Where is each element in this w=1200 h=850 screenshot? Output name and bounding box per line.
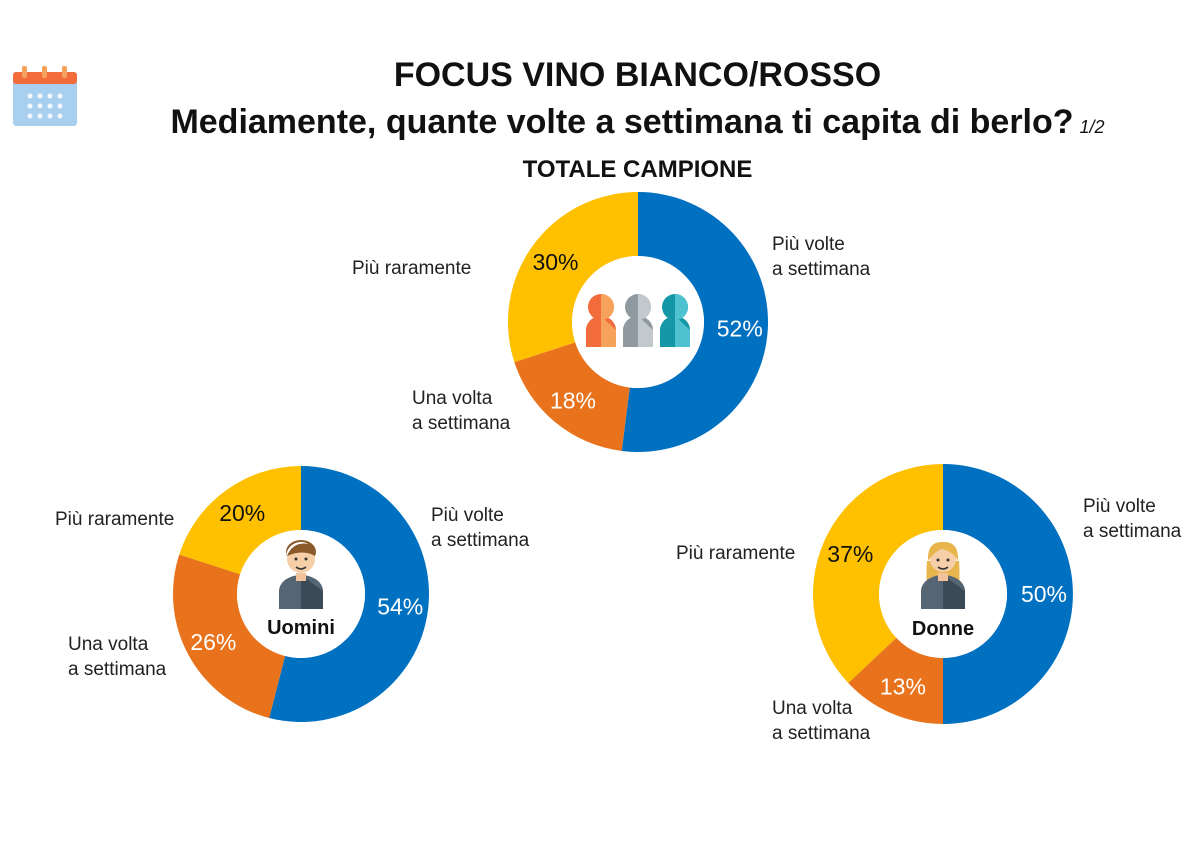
page-indicator: 1/2 <box>1079 117 1105 137</box>
label-line-1: Una volta <box>772 698 853 719</box>
woman-avatar-icon <box>921 541 965 609</box>
label-piu-volte-donne: Più volte a settimana <box>1083 494 1181 544</box>
people-group-icon <box>586 294 690 347</box>
chart-title: FOCUS VINO BIANCO/ROSSO <box>393 56 882 94</box>
section-title: TOTALE CAMPIONE <box>522 156 753 183</box>
slice-piu-raramente <box>813 463 943 683</box>
label-una-volta-donne: Una volta a settimana <box>772 696 870 746</box>
data-label-piu-volte: 54% <box>377 594 423 620</box>
data-label-una-volta: 13% <box>880 674 926 700</box>
calendar-icon <box>13 66 77 126</box>
label-piu-volte-uomini: Più volte a settimana <box>431 503 529 553</box>
donut-donne: 50% 13% 37% <box>813 463 1073 724</box>
label-line-2: a settimana <box>68 659 167 680</box>
donut-totale: 52% 18% 30% <box>508 192 768 452</box>
label-line-2: a settimana <box>772 723 871 744</box>
label-piu-volte-totale: Più volte a settimana <box>772 232 870 282</box>
label-line-1: Una volta <box>68 634 149 655</box>
slice-una-volta <box>514 342 630 451</box>
data-label-piu-volte: 50% <box>1021 581 1067 607</box>
label-line-1: Più volte <box>772 234 845 255</box>
question-text: Mediamente, quante volte a settimana ti … <box>170 103 1074 141</box>
data-label-una-volta: 26% <box>190 629 236 655</box>
slice-piu-volte <box>621 192 768 452</box>
label-line-1: Più volte <box>431 505 504 526</box>
data-label-piu-raramente: 30% <box>532 249 578 275</box>
label-line-1: Una volta <box>412 388 493 409</box>
label-line-2: a settimana <box>1083 521 1182 542</box>
slice-una-volta <box>848 637 943 724</box>
data-label-una-volta: 18% <box>550 388 596 414</box>
question-title: Mediamente, quante volte a settimana ti … <box>0 103 1200 142</box>
slice-piu-raramente <box>179 466 301 575</box>
man-avatar-icon <box>279 540 323 609</box>
data-label-piu-volte: 52% <box>717 315 763 341</box>
slice-una-volta <box>173 554 286 718</box>
label-piu-raramente-donne: Più raramente <box>676 543 796 564</box>
center-label-donne: Donne <box>911 618 975 640</box>
label-line-2: a settimana <box>431 530 530 551</box>
data-label-piu-raramente: 20% <box>219 500 265 526</box>
label-line-2: a settimana <box>412 413 511 434</box>
slice-piu-volte <box>269 466 430 722</box>
label-una-volta-uomini: Una volta a settimana <box>68 632 166 682</box>
label-line-1: Più volte <box>1083 496 1156 517</box>
label-piu-raramente-totale: Più raramente <box>352 258 472 279</box>
slice-piu-raramente <box>508 192 638 363</box>
center-label-uomini: Uomini <box>267 617 335 639</box>
label-piu-raramente-uomini: Più raramente <box>55 509 175 530</box>
slice-piu-volte <box>943 464 1073 724</box>
label-una-volta-totale: Una volta a settimana <box>412 386 510 436</box>
data-label-piu-raramente: 37% <box>827 541 873 567</box>
label-line-2: a settimana <box>772 259 871 280</box>
